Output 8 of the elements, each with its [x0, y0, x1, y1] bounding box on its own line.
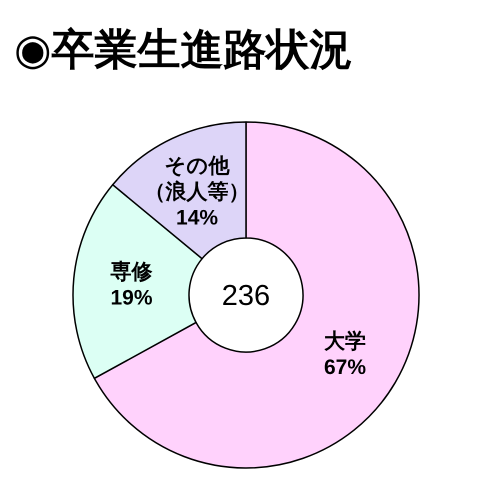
data-label: 19%	[110, 286, 153, 310]
data-label: 67%	[324, 356, 366, 380]
slice-label: 専修	[110, 260, 154, 284]
chart-title: ◉卒業生進路状況	[14, 26, 353, 74]
slice-label: 大学	[324, 330, 366, 354]
data-label: 14%	[176, 206, 218, 230]
slice-label: その他（浪人等）	[144, 154, 250, 204]
text: 236	[222, 280, 270, 312]
